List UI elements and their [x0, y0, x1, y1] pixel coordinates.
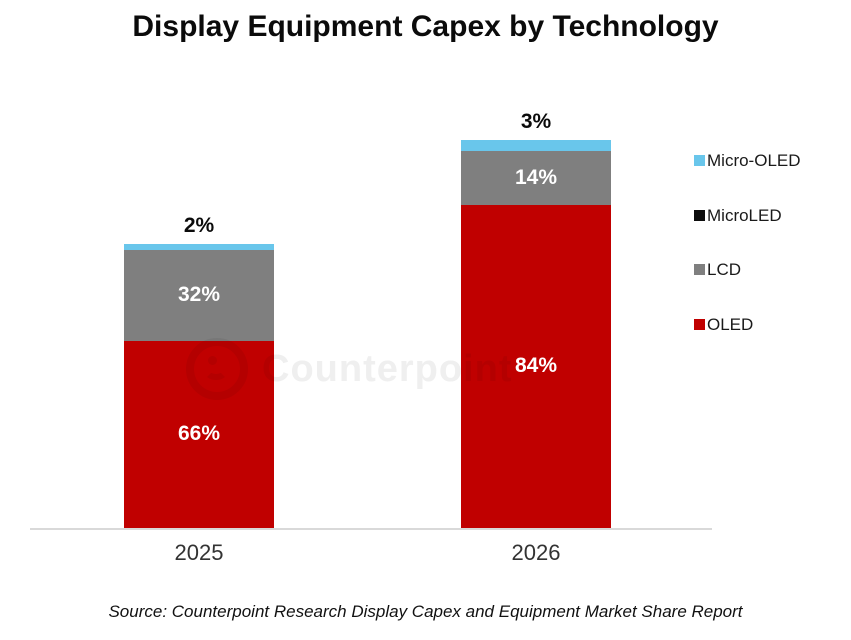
legend-item-micro-oled: Micro-OLED: [694, 151, 801, 171]
legend-swatch-micro-oled: [694, 155, 705, 166]
chart-title: Display Equipment Capex by Technology: [132, 10, 719, 43]
source-note: Source: Counterpoint Research Display Ca…: [108, 602, 743, 621]
tick-label-2025: 2025: [174, 540, 224, 565]
x-axis-baseline: [30, 528, 712, 530]
bar-2026: 14% 84%: [461, 139, 611, 528]
legend-item-lcd: LCD: [694, 260, 741, 280]
legend-label-micro-oled: Micro-OLED: [707, 151, 801, 170]
legend-swatch-microled: [694, 210, 705, 221]
value-label-micro-oled-2026: 3%: [520, 109, 552, 133]
legend-swatch-oled: [694, 319, 705, 330]
segment-oled: 66%: [124, 340, 274, 528]
legend-label-oled: OLED: [707, 315, 754, 334]
bar-2025: 32% 66%: [124, 244, 274, 528]
legend-label-lcd: LCD: [707, 260, 742, 279]
value-label-oled-2025: 66%: [177, 422, 221, 446]
segment-lcd: 32%: [124, 249, 274, 341]
value-label-oled-2026: 84%: [514, 354, 558, 378]
tick-label-2026: 2026: [511, 540, 561, 565]
legend-label-microled: MicroLED: [707, 206, 782, 225]
value-label-micro-oled-2025: 2%: [183, 214, 215, 237]
segment-oled: 84%: [461, 205, 611, 528]
legend-swatch-lcd: [694, 264, 705, 275]
legend-item-oled: OLED: [694, 315, 753, 335]
segment-micro-oled: [461, 139, 611, 152]
value-label-lcd-2026: 14%: [514, 166, 558, 190]
segment-lcd: 14%: [461, 151, 611, 205]
segment-micro-oled: [124, 244, 274, 250]
value-label-lcd-2025: 32%: [177, 283, 221, 307]
legend-item-microled: MicroLED: [694, 206, 782, 226]
